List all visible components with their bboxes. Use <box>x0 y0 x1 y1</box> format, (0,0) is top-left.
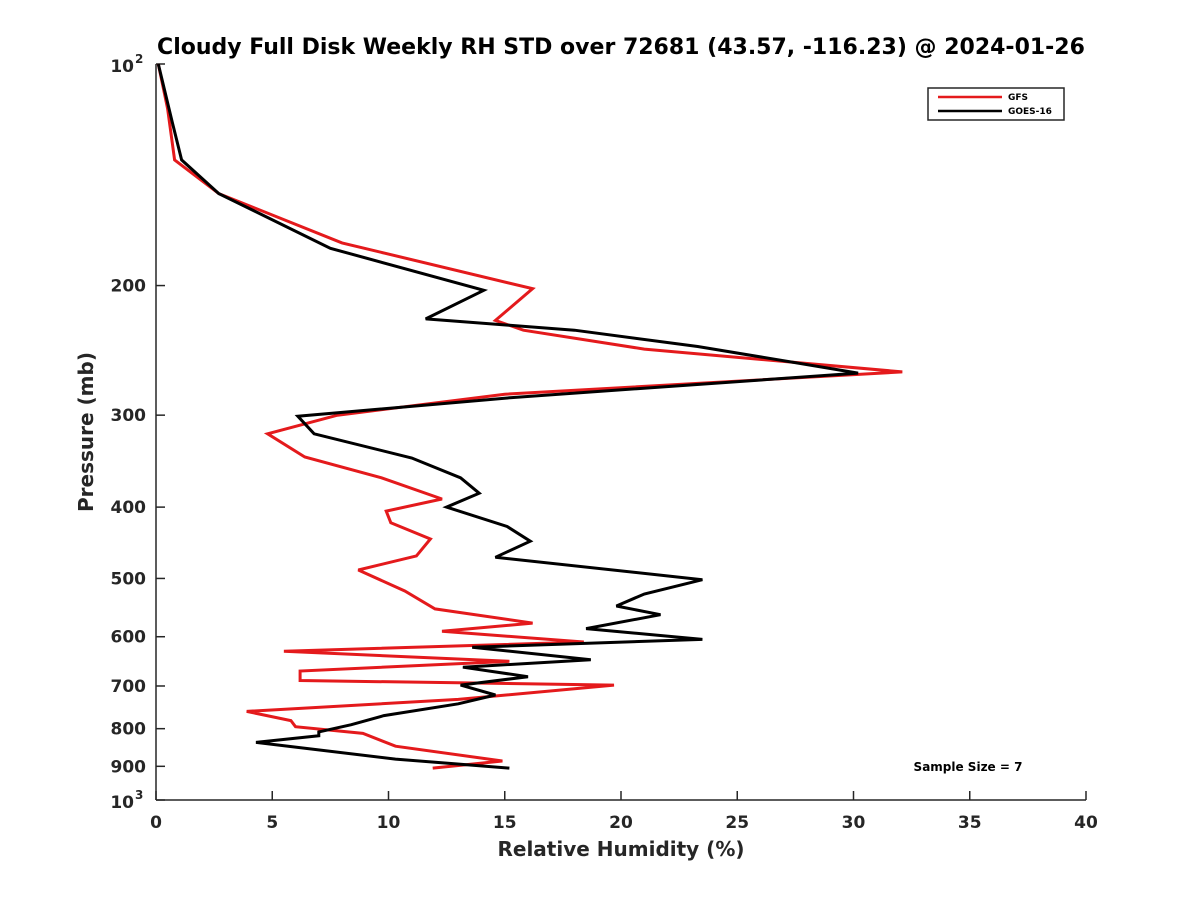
y-tick-label: 900 <box>111 757 147 777</box>
y-tick-label: 400 <box>111 498 147 518</box>
x-tick-label: 10 <box>377 813 401 833</box>
sample-size-annotation: Sample Size = 7 <box>914 760 1023 774</box>
y-tick-label: 800 <box>111 720 147 740</box>
y-tick-label-power: 10 <box>110 793 134 813</box>
legend: GFS GOES-16 <box>927 87 1065 121</box>
chart-title: Cloudy Full Disk Weekly RH STD over 7268… <box>157 35 1085 60</box>
y-tick-label: 300 <box>111 406 147 426</box>
x-tick-label: 30 <box>842 813 866 833</box>
legend-label-gfs: GFS <box>1008 93 1028 103</box>
y-axis-label: Pressure (mb) <box>74 352 98 512</box>
x-tick-label: 5 <box>266 813 278 833</box>
y-tick-label-power: 10 <box>110 57 134 77</box>
y-tick-label: 200 <box>111 277 147 297</box>
x-tick-label: 20 <box>609 813 633 833</box>
x-tick-label: 25 <box>725 813 749 833</box>
x-tick-label: 40 <box>1074 813 1098 833</box>
legend-label-goes16: GOES-16 <box>1008 107 1052 117</box>
x-tick-label: 0 <box>150 813 162 833</box>
y-tick-label: 700 <box>111 677 147 697</box>
y-tick-exponent: 2 <box>135 52 143 66</box>
y-tick-label: 600 <box>111 628 147 648</box>
legend-box <box>927 87 1065 121</box>
x-tick-label: 15 <box>493 813 517 833</box>
x-tick-label: 35 <box>958 813 982 833</box>
x-axis-label: Relative Humidity (%) <box>497 837 744 861</box>
y-tick-exponent: 3 <box>135 788 143 802</box>
x-ticks: 0 5 10 15 20 25 30 35 40 <box>150 791 1098 833</box>
series-group <box>156 63 903 770</box>
series-line-goes16 <box>156 63 859 770</box>
y-tick-label: 500 <box>111 569 147 589</box>
axes <box>155 64 1086 801</box>
